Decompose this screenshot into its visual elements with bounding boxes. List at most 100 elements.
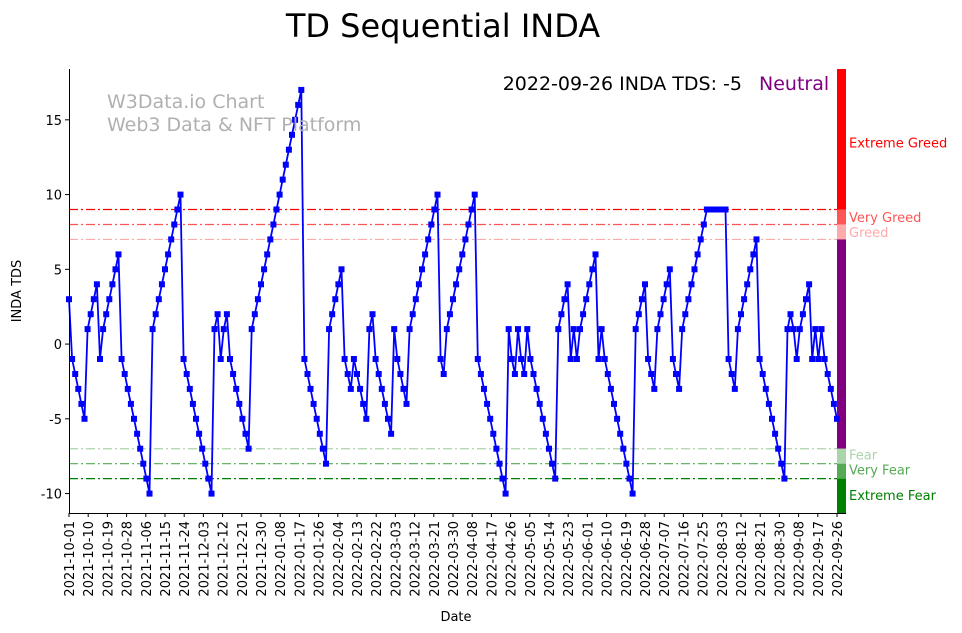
data-point: [183, 371, 190, 377]
data-point: [796, 326, 803, 333]
data-point: [326, 326, 333, 333]
data-point: [193, 415, 199, 422]
data-point: [381, 400, 388, 407]
data-point: [772, 430, 779, 437]
x-tick-label: 2021-12-03: [197, 521, 212, 597]
data-point: [431, 206, 438, 213]
x-tick-label: 2021-10-01: [63, 521, 78, 597]
data-point: [363, 415, 370, 422]
data-point: [744, 281, 751, 288]
data-point: [484, 400, 491, 407]
x-tick-label: 2021-12-30: [255, 521, 270, 597]
data-point: [214, 311, 221, 318]
data-point: [137, 445, 144, 452]
data-point: [158, 281, 165, 288]
data-point: [595, 356, 602, 362]
watermark-line1: W3Data.io Chart: [107, 91, 264, 113]
data-point: [344, 371, 351, 377]
data-point: [651, 385, 658, 392]
data-point: [446, 311, 453, 318]
data-point: [394, 356, 401, 362]
data-point: [258, 281, 264, 288]
data-point: [552, 475, 559, 482]
data-point: [254, 296, 261, 303]
data-point: [821, 356, 828, 362]
data-point: [400, 385, 407, 392]
data-point: [682, 311, 689, 318]
data-point: [270, 221, 277, 228]
data-point: [604, 371, 611, 377]
watermark-line2: Web3 Data & NFT Platform: [107, 114, 361, 136]
data-point: [223, 311, 230, 318]
zone-label-extreme-greed: Extreme Greed: [849, 136, 947, 151]
y-tick-label: -5: [49, 413, 62, 428]
data-point: [422, 251, 429, 258]
data-point: [679, 326, 686, 333]
data-point: [648, 371, 655, 377]
data-point: [112, 266, 119, 273]
data-point: [827, 385, 834, 392]
data-point: [316, 430, 323, 437]
data-point: [660, 296, 667, 303]
data-point: [134, 430, 141, 437]
data-point: [378, 385, 385, 392]
series-line: [68, 89, 838, 494]
x-tick-label: 2022-06-01: [581, 521, 596, 597]
data-point: [697, 236, 704, 243]
data-point: [496, 460, 503, 467]
x-tick-label: 2022-08-03: [716, 521, 731, 597]
data-point: [391, 326, 398, 333]
data-point: [419, 266, 425, 273]
reference-lines: [69, 208, 837, 480]
data-point: [725, 356, 732, 362]
data-point: [115, 251, 122, 258]
data-point: [642, 281, 648, 288]
x-tick-label: 2021-10-19: [101, 521, 116, 597]
data-point: [450, 296, 456, 303]
data-point: [790, 326, 797, 333]
data-point: [694, 251, 701, 258]
data-point: [769, 415, 775, 422]
data-point: [477, 371, 484, 377]
data-point: [415, 281, 422, 288]
data-point: [806, 281, 813, 288]
data-point: [434, 191, 441, 198]
x-tick-label: 2022-01-08: [274, 521, 289, 597]
data-point: [487, 415, 494, 422]
data-point: [149, 326, 156, 333]
data-point: [140, 460, 147, 467]
data-point: [555, 326, 562, 333]
data-point: [100, 326, 107, 333]
data-point: [174, 206, 181, 213]
x-tick-label: 2022-05-14: [543, 521, 558, 597]
data-point: [236, 400, 243, 407]
data-point: [669, 356, 676, 362]
data-point: [360, 400, 367, 407]
data-point: [546, 445, 552, 452]
data-point: [691, 266, 698, 273]
data-point: [589, 266, 596, 273]
data-point: [787, 311, 794, 318]
data-point: [728, 371, 735, 377]
data-point: [465, 221, 472, 228]
data-point: [146, 490, 153, 497]
data-point: [824, 371, 831, 377]
x-tick-label: 2022-08-30: [773, 521, 788, 597]
data-point: [799, 311, 806, 318]
data-point: [292, 116, 299, 123]
x-tick-label: 2022-05-05: [524, 521, 539, 597]
data-point: [635, 311, 642, 318]
data-point: [812, 326, 819, 333]
data-point: [217, 356, 224, 362]
data-point: [369, 311, 376, 318]
x-tick-label: 2022-06-19: [620, 521, 635, 597]
data-point: [208, 490, 215, 497]
data-point: [518, 356, 525, 362]
data-point: [781, 475, 788, 482]
x-axis: 2021-10-01 2021-10-10 2021-10-19 2021-10-28…: [63, 513, 846, 597]
data-point: [202, 460, 209, 467]
data-point: [295, 101, 302, 108]
status-text: 2022-09-26 INDA TDS: -5: [503, 73, 742, 95]
data-point: [230, 371, 237, 377]
x-axis-label: Date: [440, 610, 471, 625]
